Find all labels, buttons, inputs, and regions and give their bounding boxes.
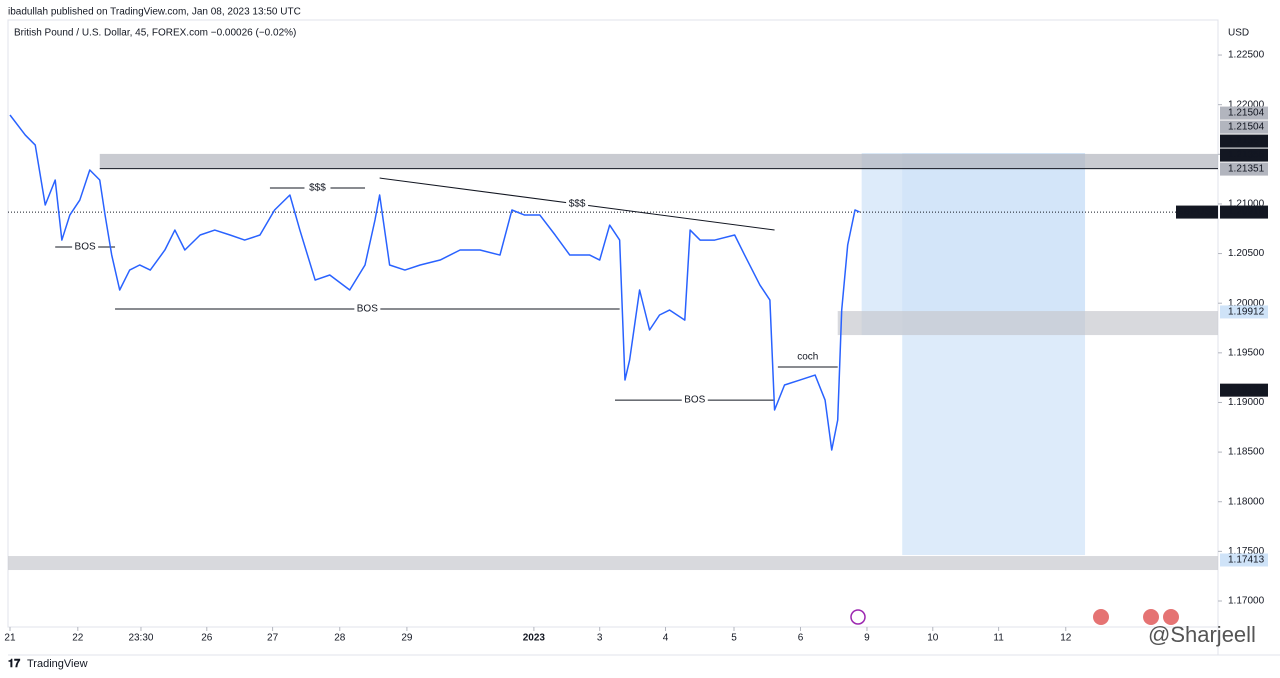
price-tag bbox=[1220, 162, 1268, 176]
event-icons bbox=[850, 609, 1179, 625]
plot: $$$ BOS BOS BOS $$$ coch bbox=[8, 114, 1218, 571]
annotation-label: BOS bbox=[357, 304, 378, 315]
x-tick-label: 28 bbox=[334, 633, 346, 644]
price-tag bbox=[1220, 120, 1268, 134]
price-tag-label: 1.21504 bbox=[1228, 122, 1265, 133]
x-tick-label: 10 bbox=[927, 633, 939, 644]
flag-icon bbox=[1143, 609, 1159, 625]
label-bg bbox=[566, 198, 589, 211]
y-tick-label: 1.18500 bbox=[1228, 447, 1265, 458]
currency-label: USD bbox=[1228, 28, 1249, 39]
y-tick-label: 1.17500 bbox=[1228, 546, 1265, 557]
price-tag-label: 1.17413 bbox=[1228, 555, 1265, 566]
label-bg bbox=[72, 241, 99, 254]
trendline-label: $$$ bbox=[569, 199, 586, 210]
flag-icon bbox=[1163, 609, 1179, 625]
x-tick-label: 21 bbox=[4, 633, 16, 644]
annotation-label: BOS bbox=[75, 242, 96, 253]
price-tag-label: 1.21351 bbox=[1228, 164, 1265, 175]
zone bbox=[902, 153, 1086, 556]
price-tag bbox=[1220, 553, 1268, 567]
annotation-label: $$$ bbox=[309, 183, 326, 194]
x-tick-label: 12 bbox=[1060, 633, 1072, 644]
x-tick-label: 11 bbox=[993, 633, 1004, 644]
x-tick-label: 2023 bbox=[523, 633, 546, 644]
price-tag-label: 1.19124 bbox=[1228, 385, 1265, 396]
price-tag-label: 1.21356 bbox=[1228, 150, 1265, 161]
y-tick-label: 1.21000 bbox=[1228, 199, 1265, 210]
logo: 𝟏𝟕 bbox=[8, 658, 21, 670]
annotation-label: coch bbox=[797, 352, 818, 363]
x-tick-label: 4 bbox=[663, 633, 669, 644]
symbol-legend: British Pound / U.S. Dollar, 45, FOREX.c… bbox=[14, 28, 296, 39]
price-tag-label: 1.20918 bbox=[1228, 207, 1265, 218]
price-tag bbox=[1220, 148, 1268, 162]
y-tick-label: 1.19000 bbox=[1228, 397, 1265, 408]
x-tick-label: 9 bbox=[864, 633, 870, 644]
zone bbox=[8, 556, 1218, 571]
label-bg bbox=[681, 394, 708, 407]
footer-brand: TradingView bbox=[27, 658, 88, 670]
zone bbox=[99, 153, 1218, 170]
price-tag-name-bg bbox=[1176, 205, 1218, 219]
price-line bbox=[9, 114, 860, 451]
x-tick-label: 23:30 bbox=[128, 633, 153, 644]
zone bbox=[837, 311, 1218, 336]
watermark: @Sharjeell bbox=[1148, 622, 1256, 647]
x-tick-label: 26 bbox=[201, 633, 213, 644]
price-tag-label: 1.21504 bbox=[1228, 108, 1265, 119]
price-tag bbox=[1220, 383, 1268, 397]
y-tick-label: 1.17000 bbox=[1228, 596, 1265, 607]
y-tick-label: 1.22500 bbox=[1228, 50, 1265, 61]
x-tick-label: 5 bbox=[731, 633, 737, 644]
x-tick-label: 6 bbox=[798, 633, 804, 644]
label-bg bbox=[304, 182, 331, 195]
lightning-icon bbox=[850, 609, 866, 625]
y-tick-label: 1.20500 bbox=[1228, 248, 1265, 259]
x-tick-label: 3 bbox=[597, 633, 603, 644]
price-tag bbox=[1220, 134, 1268, 148]
price-tag bbox=[1220, 205, 1268, 219]
price-tag-name: GBPUSD bbox=[1176, 207, 1218, 218]
price-tag-label: 1.21367 bbox=[1228, 136, 1265, 147]
x-tick-label: 29 bbox=[401, 633, 413, 644]
label-bg bbox=[354, 303, 381, 316]
flag-icon bbox=[1093, 609, 1109, 625]
price-tag bbox=[1220, 106, 1268, 120]
y-tick-label: 1.20000 bbox=[1228, 298, 1265, 309]
y-tick-label: 1.22000 bbox=[1228, 99, 1265, 110]
annotation-label: BOS bbox=[684, 395, 705, 406]
y-tick-label: 1.18000 bbox=[1228, 496, 1265, 507]
price-tag-label: 1.19912 bbox=[1228, 307, 1265, 318]
x-tick-label: 27 bbox=[267, 633, 279, 644]
y-tick-label: 1.19500 bbox=[1228, 347, 1265, 358]
x-tick-label: 22 bbox=[72, 633, 84, 644]
published-line: ibadullah published on TradingView.com, … bbox=[8, 7, 301, 18]
price-tag bbox=[1220, 305, 1268, 319]
